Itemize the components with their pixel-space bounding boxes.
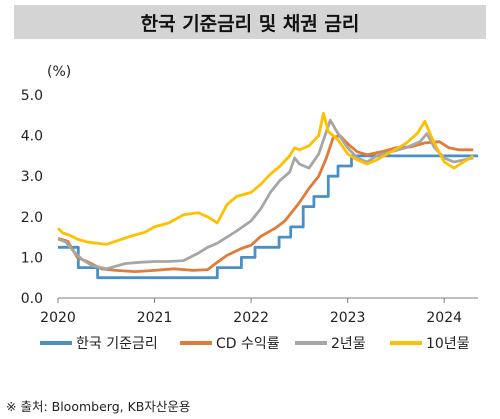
series-line-1 [58,154,478,280]
legend-label-2: CD 수익률 [216,336,280,352]
x-tick-label: 2022 [233,310,269,326]
line-chart: (%) 0.0 1.0 2.0 3.0 4.0 5.0 2020 2021 2022 2023 202… [21,64,478,352]
x-tick-label: 2023 [330,310,366,326]
y-tick-label: 3.0 [21,169,43,185]
source-note: ※ 출처: Bloomberg, KB자산운용 [6,399,191,414]
x-tick-label: 2024 [426,310,462,326]
legend-label-4: 10년물 [426,336,470,352]
chart-title: 한국 기준금리 및 채권 금리 [14,5,486,39]
legend-label-1: 한국 기준금리 [76,336,158,352]
x-tick-label: 2020 [40,310,76,326]
y-axis-unit-label: (%) [47,64,71,80]
y-tick-label: 2.0 [21,210,43,226]
series-line-3 [57,118,474,271]
chart-title-text: 한국 기준금리 및 채권 금리 [140,12,360,35]
series-line-4 [57,111,474,246]
y-tick-label: 5.0 [21,88,43,104]
x-tick-label: 2021 [137,310,173,326]
y-tick-label: 4.0 [21,129,43,145]
y-tick-label: 0.0 [21,291,43,307]
legend-label-3: 2년물 [331,336,366,352]
y-tick-label: 1.0 [21,250,43,266]
